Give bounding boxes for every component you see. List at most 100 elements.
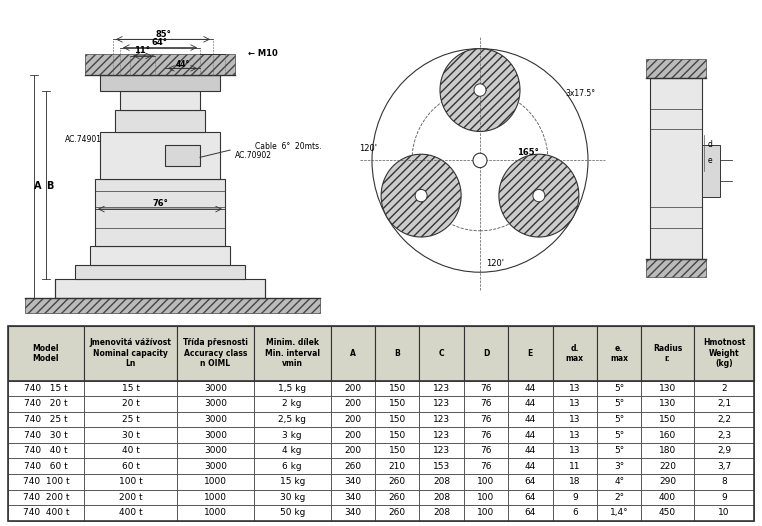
- Text: 5°: 5°: [614, 446, 624, 455]
- Text: 200: 200: [344, 384, 361, 393]
- Text: 13: 13: [569, 446, 581, 455]
- Bar: [464, 427, 508, 443]
- Bar: [464, 412, 508, 427]
- Bar: [177, 443, 254, 459]
- Text: 44: 44: [525, 415, 536, 424]
- Text: Model
Model: Model Model: [33, 343, 59, 363]
- Bar: [85, 381, 177, 396]
- Text: 2: 2: [722, 384, 727, 393]
- Text: 64: 64: [525, 477, 536, 487]
- Bar: [375, 396, 419, 412]
- Text: 76: 76: [480, 446, 491, 455]
- Bar: [8, 326, 85, 381]
- Bar: [254, 474, 331, 490]
- Bar: [508, 443, 552, 459]
- Bar: [419, 505, 464, 521]
- Text: 150: 150: [389, 446, 406, 455]
- Text: 123: 123: [433, 384, 450, 393]
- Bar: [331, 427, 375, 443]
- Text: 153: 153: [433, 462, 450, 471]
- Bar: [419, 459, 464, 474]
- Bar: [694, 396, 754, 412]
- Bar: [375, 443, 419, 459]
- Bar: [254, 412, 331, 427]
- Text: 44: 44: [525, 431, 536, 440]
- Bar: [597, 326, 642, 381]
- Text: 30 kg: 30 kg: [280, 493, 305, 502]
- Bar: [646, 59, 706, 78]
- Text: 100: 100: [477, 509, 495, 518]
- Text: 18: 18: [569, 477, 581, 487]
- Bar: [331, 474, 375, 490]
- Text: A: A: [350, 349, 356, 358]
- Bar: [8, 505, 85, 521]
- Text: 40 t: 40 t: [122, 446, 139, 455]
- Text: 740   20 t: 740 20 t: [24, 399, 68, 409]
- Bar: [419, 427, 464, 443]
- Bar: [464, 490, 508, 505]
- Text: 3000: 3000: [204, 431, 227, 440]
- Bar: [177, 505, 254, 521]
- Circle shape: [372, 48, 588, 272]
- Text: 3000: 3000: [204, 384, 227, 393]
- Bar: [254, 396, 331, 412]
- Bar: [331, 459, 375, 474]
- Bar: [552, 459, 597, 474]
- Text: 13: 13: [569, 384, 581, 393]
- Circle shape: [440, 48, 520, 132]
- Text: 260: 260: [389, 509, 405, 518]
- Bar: [552, 490, 597, 505]
- Text: 150: 150: [389, 384, 406, 393]
- Bar: [419, 381, 464, 396]
- Text: 5°: 5°: [614, 431, 624, 440]
- Text: 2,5 kg: 2,5 kg: [278, 415, 306, 424]
- Bar: [419, 474, 464, 490]
- Bar: [552, 443, 597, 459]
- Text: 30 t: 30 t: [122, 431, 139, 440]
- Text: 3°: 3°: [614, 462, 624, 471]
- Text: 260: 260: [389, 477, 405, 487]
- Text: 120': 120': [486, 259, 504, 268]
- Bar: [375, 490, 419, 505]
- Text: 9: 9: [572, 493, 578, 502]
- Circle shape: [415, 189, 427, 202]
- Text: 200: 200: [344, 431, 361, 440]
- Bar: [552, 505, 597, 521]
- Text: 5°: 5°: [614, 399, 624, 409]
- Text: 13: 13: [569, 431, 581, 440]
- Text: 340: 340: [344, 509, 361, 518]
- Bar: [419, 396, 464, 412]
- Bar: [177, 459, 254, 474]
- Circle shape: [533, 189, 545, 202]
- Bar: [508, 505, 552, 521]
- Text: Hmotnost
Weight
(kg): Hmotnost Weight (kg): [703, 338, 745, 368]
- Text: 340: 340: [344, 493, 361, 502]
- Bar: [464, 443, 508, 459]
- Text: 20 t: 20 t: [122, 399, 139, 409]
- Text: 740   25 t: 740 25 t: [24, 415, 68, 424]
- Text: 4 kg: 4 kg: [283, 446, 302, 455]
- Bar: [552, 396, 597, 412]
- Text: 44: 44: [525, 399, 536, 409]
- Bar: [419, 443, 464, 459]
- Text: 210: 210: [389, 462, 405, 471]
- Bar: [254, 326, 331, 381]
- Bar: [331, 326, 375, 381]
- Circle shape: [474, 84, 486, 96]
- Bar: [597, 490, 642, 505]
- Text: 2 kg: 2 kg: [283, 399, 302, 409]
- Text: 260: 260: [389, 493, 405, 502]
- Text: 64°: 64°: [152, 38, 168, 47]
- Bar: [254, 443, 331, 459]
- Text: 3,7: 3,7: [717, 462, 732, 471]
- Bar: [100, 75, 220, 91]
- Bar: [642, 396, 694, 412]
- Bar: [646, 259, 706, 277]
- Text: AC.74901: AC.74901: [65, 135, 102, 144]
- Text: 740  400 t: 740 400 t: [23, 509, 69, 518]
- Text: e.
max: e. max: [610, 343, 628, 363]
- Bar: [642, 381, 694, 396]
- Bar: [254, 381, 331, 396]
- Text: 150: 150: [389, 399, 406, 409]
- Text: 160: 160: [659, 431, 676, 440]
